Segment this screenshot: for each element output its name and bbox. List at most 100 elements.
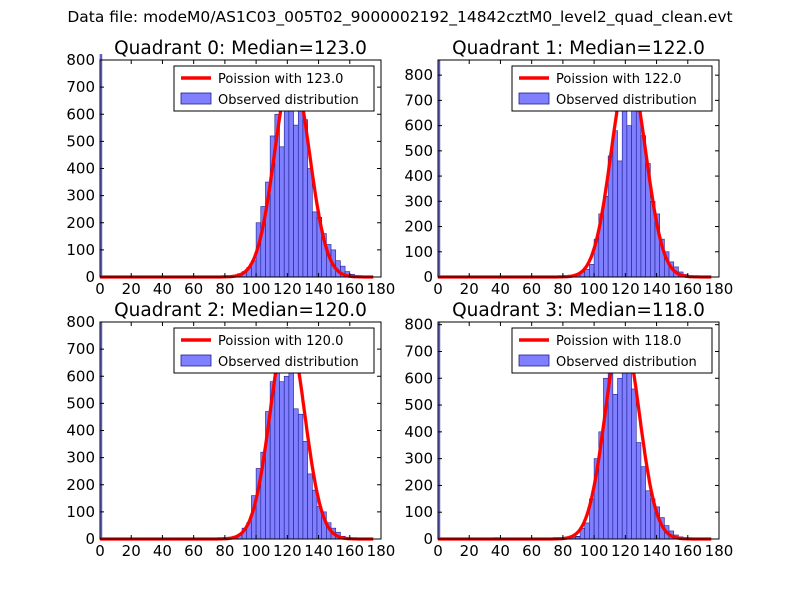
y-tick-label: 800 [66,313,95,331]
histogram-bar [302,441,308,540]
histogram-bar [640,466,646,540]
histogram-bar [307,473,313,540]
x-tick-label: 160 [335,542,364,560]
y-tick-label: 600 [404,369,433,387]
x-tick-label: 20 [460,542,479,560]
x-tick-label: 40 [153,280,172,298]
histogram-bar [283,375,290,540]
y-tick-label: 200 [66,476,95,494]
histogram-bar [288,365,294,540]
y-tick-label: 700 [66,78,95,96]
y-tick-label: 500 [404,142,433,160]
legend-label-poisson: Poission with 118.0 [556,334,681,349]
legend-label-poisson: Poission with 120.0 [218,334,343,349]
y-tick-label: 200 [66,214,95,232]
x-tick-label: 20 [460,280,479,298]
x-tick-label: 60 [184,542,203,560]
x-tick-label: 140 [642,542,671,560]
x-tick-label: 180 [367,280,396,298]
subplot-title: Quadrant 0: Median=123.0 [114,38,367,59]
y-tick-label: 500 [66,394,95,412]
x-tick-label: 140 [642,280,671,298]
figure-title: Data file: modeM0/AS1C03_005T02_90000021… [67,8,733,26]
subplot-quadrant-0: 0 20 40 60 80 100 120 140 160 1800100200300400500… [66,38,395,298]
y-tick-label: 500 [66,132,95,150]
y-tick-label: 400 [66,160,95,178]
x-tick-label: 0 [433,280,443,298]
y-tick-label: 0 [423,530,433,548]
x-tick-label: 40 [153,542,172,560]
y-tick-label: 700 [404,342,433,360]
y-tick-label: 0 [423,268,433,286]
subplot-quadrant-1: 0 20 40 60 80 100 120 140 160 1800100200300400500… [404,38,733,298]
legend-swatch-histogram [180,92,212,105]
legend-label-observed: Observed distribution [218,93,359,108]
legend-swatch-histogram [518,354,550,367]
subplot-quadrant-3: 0 20 40 60 80 100 120 140 160 1800100200300400500… [404,300,733,560]
x-tick-label: 160 [335,280,364,298]
x-tick-label: 160 [673,542,702,560]
legend-swatch-histogram [518,92,550,105]
axes-frame [437,59,720,278]
subplot-quadrant-2: 0 20 40 60 80 100 120 140 160 1800100200300400500… [66,300,395,560]
x-tick-label: 60 [522,280,541,298]
x-tick-label: 140 [304,542,333,560]
y-tick-label: 300 [404,450,433,468]
x-tick-label: 0 [95,280,105,298]
x-tick-label: 100 [242,280,271,298]
histogram-bar [312,489,318,540]
histogram-bar [621,372,628,540]
subplot-title: Quadrant 1: Median=122.0 [452,38,705,59]
x-tick-label: 180 [705,542,734,560]
histogram-bar [584,522,590,540]
x-tick-label: 100 [580,280,609,298]
x-tick-label: 20 [122,542,141,560]
y-tick-label: 300 [66,187,95,205]
x-tick-label: 80 [215,280,234,298]
axes-frame [437,321,720,540]
y-tick-label: 0 [85,268,95,286]
histogram-bar [631,95,637,278]
histogram-bar [283,86,290,278]
y-tick-label: 0 [85,530,95,548]
histogram-bar [279,381,285,540]
y-tick-label: 100 [66,503,95,521]
legend-swatch-histogram [180,354,212,367]
y-tick-label: 100 [66,241,95,259]
histogram-bar [617,377,623,540]
histogram-bar [612,130,618,278]
x-tick-label: 140 [304,280,333,298]
y-tick-label: 100 [404,503,433,521]
x-tick-label: 120 [273,280,302,298]
histogram-bar [589,264,595,278]
x-tick-label: 80 [215,542,234,560]
y-tick-label: 400 [404,423,433,441]
y-tick-label: 700 [66,340,95,358]
x-tick-label: 120 [273,542,302,560]
x-tick-label: 180 [367,542,396,560]
y-tick-label: 600 [404,117,433,135]
y-tick-label: 800 [66,51,95,69]
histogram-bar [645,490,651,540]
histogram-bar [293,408,299,540]
x-tick-label: 80 [553,542,572,560]
y-tick-label: 600 [66,367,95,385]
legend-label-poisson: Poission with 123.0 [218,72,343,87]
x-tick-label: 40 [491,542,510,560]
x-tick-label: 160 [673,280,702,298]
subplot-title: Quadrant 3: Median=118.0 [452,300,705,321]
x-tick-label: 80 [553,280,572,298]
x-tick-label: 180 [705,280,734,298]
y-tick-label: 700 [404,91,433,109]
y-tick-label: 400 [66,422,95,440]
legend-label-observed: Observed distribution [218,355,359,370]
histogram-bar [279,146,285,278]
y-tick-label: 800 [404,316,433,334]
histogram-bar [293,124,299,278]
x-tick-label: 100 [580,542,609,560]
legend-label-observed: Observed distribution [556,93,697,108]
x-tick-label: 60 [184,280,203,298]
x-tick-label: 40 [491,280,510,298]
